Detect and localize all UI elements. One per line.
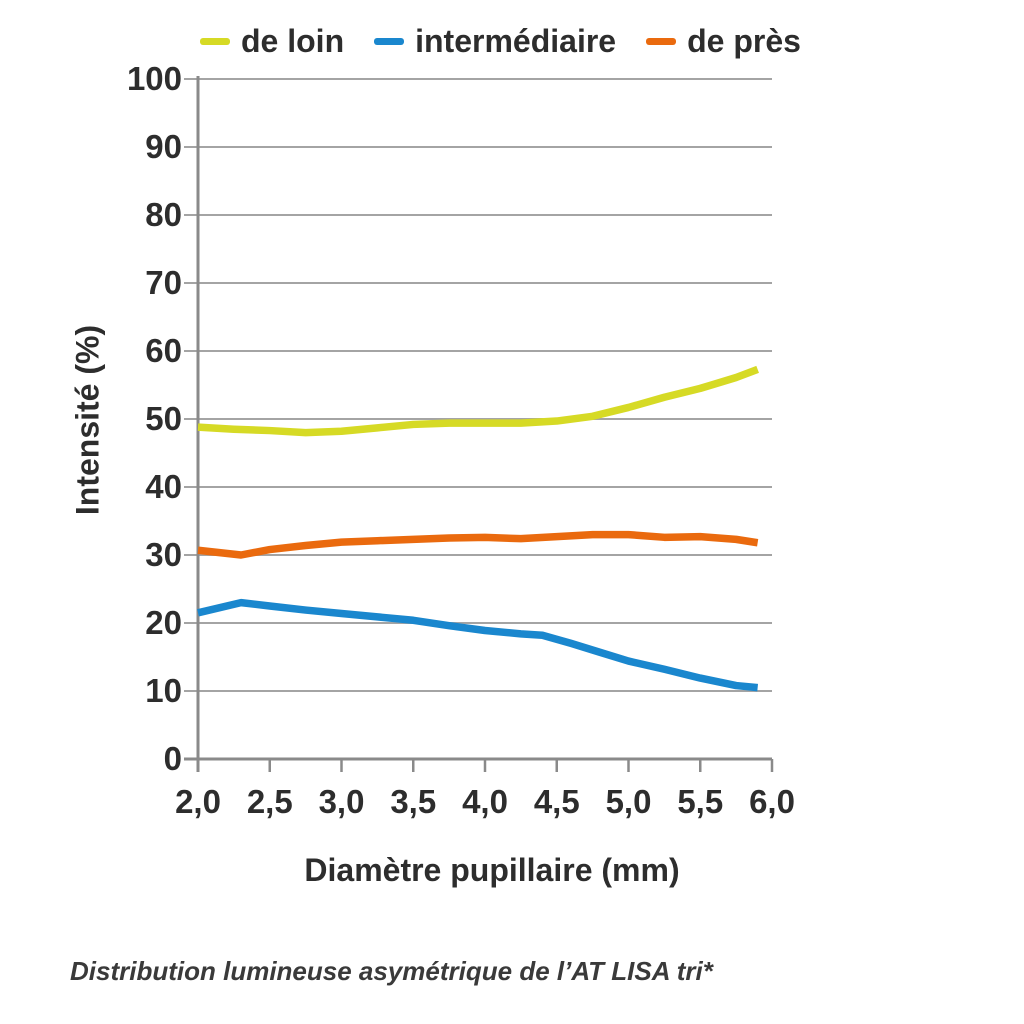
x-tick-label: 3,0 — [318, 783, 365, 820]
x-tick-label: 3,5 — [390, 783, 437, 820]
x-tick-label: 2,5 — [246, 783, 293, 820]
legend-swatch-de-pres — [646, 37, 677, 45]
y-tick-label: 100 — [126, 60, 182, 97]
x-tick-label: 6,0 — [749, 783, 795, 820]
x-axis-title: Diamètre pupillaire (mm) — [304, 852, 680, 888]
chart-legend: de loin intermédiaire de près — [200, 20, 801, 62]
y-tick-label: 30 — [145, 536, 182, 573]
legend-label-de-loin: de loin — [241, 22, 345, 59]
figure-caption: Distribution lumineuse asymétrique de l’… — [70, 956, 713, 986]
y-tick-label: 20 — [145, 604, 182, 641]
legend-swatch-intermediaire — [374, 37, 405, 45]
x-tick-label: 5,0 — [605, 783, 652, 820]
legend-item-intermediaire: intermédiaire — [374, 23, 616, 60]
legend-label-de-pres: de près — [687, 22, 801, 59]
x-tick-label: 4,5 — [533, 783, 580, 820]
y-tick-label: 10 — [145, 672, 182, 709]
y-tick-label: 40 — [145, 468, 182, 505]
series-line-intermediaire — [197, 598, 759, 692]
x-tick-label: 2,0 — [175, 783, 221, 820]
y-tick-label: 80 — [145, 196, 182, 233]
legend-item-de-loin: de loin — [200, 23, 344, 60]
y-tick-label: 60 — [145, 332, 182, 369]
y-tick-label: 90 — [145, 128, 182, 165]
legend-swatch-de-loin — [200, 37, 230, 45]
x-tick-label: 4,0 — [462, 783, 508, 820]
y-tick-label: 70 — [145, 264, 182, 301]
series-line-de-pres — [197, 530, 759, 559]
y-tick-label: 50 — [145, 400, 182, 437]
legend-item-de-pres: de près — [646, 23, 801, 60]
y-axis-title: Intensité (%) — [69, 324, 106, 516]
x-tick-label: 5,5 — [677, 783, 724, 820]
y-tick-label: 0 — [163, 740, 182, 777]
legend-label-intermediaire: intermédiaire — [415, 22, 617, 59]
series-line-de-loin — [197, 365, 759, 437]
